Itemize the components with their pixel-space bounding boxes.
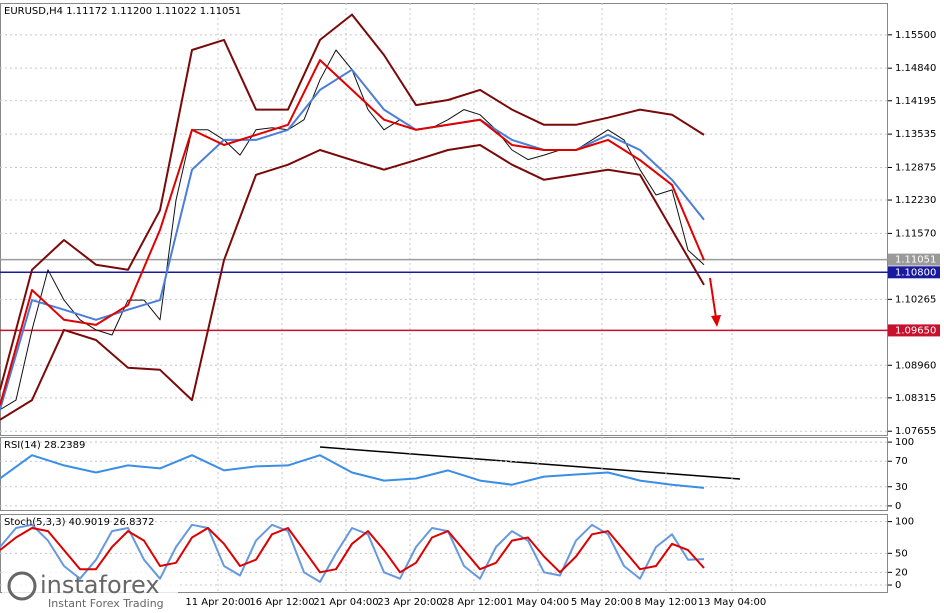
level-label-bg bbox=[888, 253, 940, 266]
watermark: instaforex Instant Forex Trading bbox=[2, 568, 178, 610]
series-line bbox=[0, 527, 705, 574]
y-tick-label: 1.14195 bbox=[895, 96, 936, 107]
series-line bbox=[0, 13, 705, 391]
panel-title: Stoch(5,3,3) 40.9019 26.8372 bbox=[4, 517, 155, 528]
y-tick-label: 1.12230 bbox=[895, 195, 936, 206]
series-line bbox=[0, 523, 705, 583]
level-label: 1.09650 bbox=[895, 325, 936, 336]
x-tick-label: 11 Apr 20:00 bbox=[185, 597, 250, 608]
watermark-tagline: Instant Forex Trading bbox=[48, 597, 164, 610]
y-tick-label: 70 bbox=[895, 456, 908, 467]
y-tick-label: 100 bbox=[895, 437, 914, 448]
rsi-frame bbox=[0, 437, 888, 511]
y-tick-label: 1.08315 bbox=[895, 393, 936, 404]
y-tick-label: 1.14840 bbox=[895, 63, 936, 74]
level-label-bg bbox=[888, 266, 940, 279]
panel-title: RSI(14) 28.2389 bbox=[4, 440, 85, 451]
y-tick-label: 1.12875 bbox=[895, 162, 936, 173]
x-tick-label: 1 May 04:00 bbox=[507, 597, 569, 608]
y-tick-label: 50 bbox=[895, 548, 908, 559]
level-label: 1.10800 bbox=[895, 267, 936, 278]
y-tick-label: 1.11570 bbox=[895, 228, 936, 239]
y-tick-label: 30 bbox=[895, 482, 908, 493]
series-line bbox=[0, 59, 705, 406]
forecast-arrow-head bbox=[711, 315, 721, 327]
y-tick-label: 20 bbox=[895, 567, 908, 578]
panel-frames bbox=[0, 3, 888, 593]
watermark-logo bbox=[7, 571, 37, 601]
y-tick-label: 1.15500 bbox=[895, 30, 936, 41]
rsi-trend-line bbox=[319, 446, 741, 480]
level-label: 1.11051 bbox=[895, 255, 936, 266]
level-label-bg bbox=[888, 324, 940, 337]
watermark-brand: instaforex bbox=[40, 571, 160, 599]
x-tick-label: 16 Apr 12:00 bbox=[249, 597, 314, 608]
y-tick-label: 1.07655 bbox=[895, 426, 936, 437]
x-tick-label: 13 May 04:00 bbox=[698, 597, 767, 608]
x-tick-label: 5 May 20:00 bbox=[571, 597, 633, 608]
series-line bbox=[0, 68, 705, 410]
series-line bbox=[0, 144, 705, 421]
x-tick-label: 8 May 12:00 bbox=[635, 597, 697, 608]
panel-title: EURUSD,H4 1.11172 1.11200 1.11022 1.1105… bbox=[4, 6, 241, 17]
y-tick-label: 1.13535 bbox=[895, 129, 936, 140]
x-tick-label: 28 Apr 12:00 bbox=[441, 597, 506, 608]
y-tick-label: 0 bbox=[895, 501, 901, 512]
forecast-arrow bbox=[709, 277, 717, 319]
y-tick-label: 100 bbox=[895, 517, 914, 528]
y-tick-label: 1.10265 bbox=[895, 294, 936, 305]
y-tick-label: 0 bbox=[895, 580, 901, 591]
x-tick-label: 21 Apr 04:00 bbox=[313, 597, 378, 608]
series-line bbox=[0, 454, 705, 489]
x-tick-label: 23 Apr 20:00 bbox=[377, 597, 442, 608]
main-frame bbox=[0, 3, 888, 436]
y-tick-label: 1.08960 bbox=[895, 360, 936, 371]
